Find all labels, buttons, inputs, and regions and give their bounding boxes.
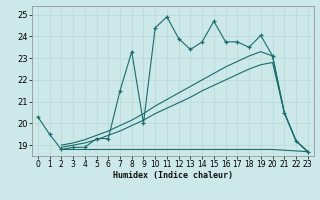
X-axis label: Humidex (Indice chaleur): Humidex (Indice chaleur) [113, 171, 233, 180]
